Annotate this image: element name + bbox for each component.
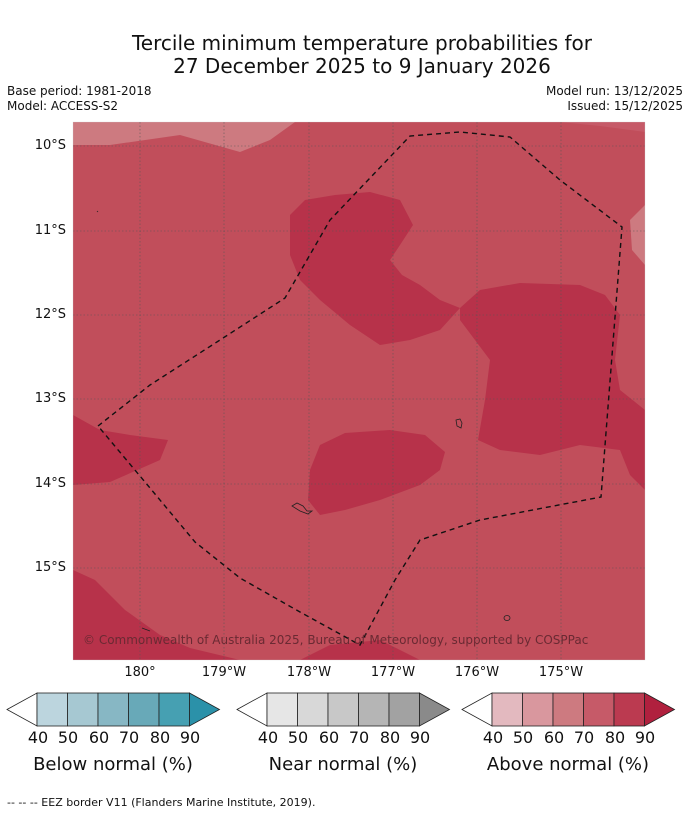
below-colorbar-segment-5 <box>158 692 190 727</box>
lon-label-178W: 178°W <box>286 665 332 680</box>
lon-label-180: 180° <box>124 665 156 680</box>
colorbars <box>6 692 676 727</box>
near-tick-90: 90 <box>409 728 431 747</box>
above-colorbar-segment-4 <box>583 692 615 727</box>
dark-patch-southwest <box>73 570 240 660</box>
above-tick-80: 80 <box>604 728 626 747</box>
island-north <box>96 210 99 213</box>
above-tick-50: 50 <box>512 728 534 747</box>
near-tick-60: 60 <box>318 728 340 747</box>
below-tick-40: 40 <box>27 728 49 747</box>
below-tick-70: 70 <box>118 728 140 747</box>
model-run: Model run: 13/12/2025 <box>545 84 683 98</box>
below-tick-80: 80 <box>149 728 171 747</box>
copyright-notice: © Commonwealth of Australia 2025, Bureau… <box>83 633 589 647</box>
below-colorbar-segment-1 <box>36 692 68 727</box>
above-colorbar-segment-5 <box>613 692 645 727</box>
lat-label-14S: 14°S <box>34 476 66 491</box>
near-tick-80: 80 <box>379 728 401 747</box>
dark-patch-east <box>460 283 645 490</box>
lat-label-12S: 12°S <box>34 307 66 322</box>
dark-patch-center-north <box>290 192 460 345</box>
chart-title-line-1: Tercile minimum temperature probabilitie… <box>131 31 593 55</box>
near-colorbar-segment-4 <box>358 692 390 727</box>
near-tick-50: 50 <box>287 728 309 747</box>
lighter-patch-top-left <box>73 122 295 152</box>
below-colorbar-left-arrow <box>6 692 38 727</box>
below-colorbar-right-arrow <box>189 692 221 727</box>
near-colorbar-segment-1 <box>266 692 298 727</box>
model-name: Model: ACCESS-S2 <box>7 99 119 113</box>
above-colorbar-right-arrow <box>644 692 676 727</box>
above-colorbar-segment-3 <box>552 692 584 727</box>
dark-patch-south-center <box>300 640 420 660</box>
issued-date: Issued: 15/12/2025 <box>567 99 683 113</box>
eez-border <box>97 131 623 646</box>
lat-label-11S: 11°S <box>34 223 66 238</box>
below-colorbar-segment-4 <box>128 692 160 727</box>
near-normal-label: Near normal (%) <box>268 754 418 775</box>
lon-label-176W: 176°W <box>454 665 500 680</box>
near-colorbar-right-arrow <box>419 692 451 727</box>
lighter-patch-right-edge <box>630 205 645 265</box>
lon-label-175W: 175°W <box>538 665 584 680</box>
below-tick-50: 50 <box>57 728 79 747</box>
above-normal-label: Above normal (%) <box>486 754 650 775</box>
map-area <box>73 122 645 660</box>
meta-right: Model run: 13/12/2025 Issued: 15/12/2025 <box>546 84 683 114</box>
lat-label-10S: 10°S <box>34 138 66 153</box>
below-normal-label: Below normal (%) <box>33 754 193 775</box>
above-tick-40: 40 <box>482 728 504 747</box>
above-tick-70: 70 <box>573 728 595 747</box>
island-center <box>291 502 314 515</box>
near-colorbar-segment-3 <box>327 692 359 727</box>
base-period: Base period: 1981-2018 <box>7 84 152 98</box>
island-east <box>455 418 463 429</box>
islands <box>96 210 511 632</box>
eez-legend-footer: -- -- -- EEZ border V11 (Flanders Marine… <box>7 796 316 809</box>
lon-label-177W: 177°W <box>370 665 416 680</box>
near-tick-40: 40 <box>257 728 279 747</box>
island-southwest <box>141 627 151 632</box>
below-colorbar-segment-3 <box>97 692 129 727</box>
above-colorbar-segment-2 <box>522 692 554 727</box>
near-colorbar-segment-5 <box>388 692 420 727</box>
near-colorbar-segment-2 <box>297 692 329 727</box>
lat-label-13S: 13°S <box>34 391 66 406</box>
below-tick-60: 60 <box>88 728 110 747</box>
meta-left: Base period: 1981-2018 Model: ACCESS-S2 <box>7 84 152 114</box>
lighter-patch-top-right <box>560 122 645 132</box>
map-frame <box>72 121 646 661</box>
above-tick-90: 90 <box>634 728 656 747</box>
dark-patch-west <box>73 415 168 485</box>
island-southeast <box>503 615 511 621</box>
below-colorbar-segment-2 <box>67 692 99 727</box>
above-colorbar-left-arrow <box>461 692 493 727</box>
below-tick-90: 90 <box>179 728 201 747</box>
chart-title-line-2: 27 December 2025 to 9 January 2026 <box>173 54 551 78</box>
above-colorbar-segment-1 <box>491 692 523 727</box>
graticule <box>73 122 645 660</box>
above-tick-60: 60 <box>543 728 565 747</box>
near-colorbar-left-arrow <box>236 692 268 727</box>
dark-patch-center-south <box>308 430 445 515</box>
lat-label-15S: 15°S <box>34 560 66 575</box>
near-tick-70: 70 <box>348 728 370 747</box>
lon-label-179W: 179°W <box>201 665 247 680</box>
